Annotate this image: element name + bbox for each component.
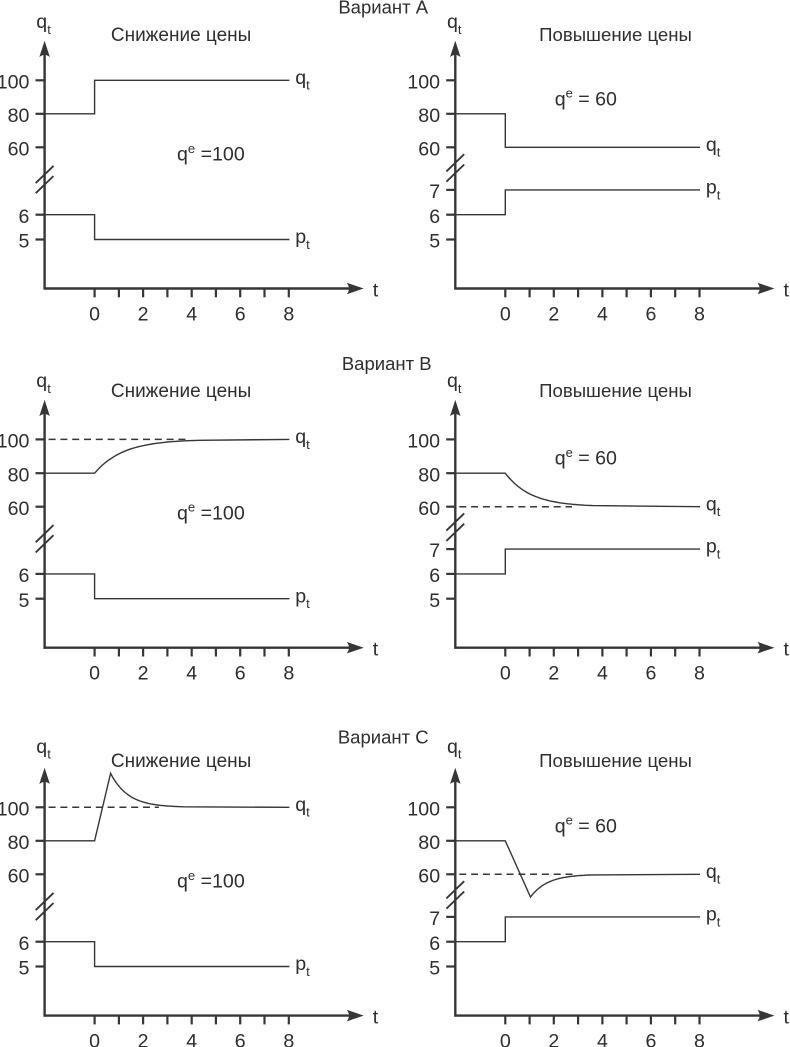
svg-text:80: 80 <box>8 464 30 486</box>
svg-text:60: 60 <box>418 138 440 160</box>
svg-text:100: 100 <box>407 431 440 453</box>
svg-text:0: 0 <box>89 1031 100 1047</box>
svg-text:t: t <box>373 639 379 661</box>
svg-text:6: 6 <box>18 565 29 587</box>
svg-text:4: 4 <box>597 663 608 685</box>
svg-text:0: 0 <box>89 304 100 326</box>
svg-text:8: 8 <box>283 1031 294 1047</box>
svg-text:t: t <box>784 1007 790 1029</box>
svg-text:Снижение цены: Снижение цены <box>111 25 251 46</box>
svg-text:100: 100 <box>0 431 29 453</box>
svg-text:6: 6 <box>645 304 656 326</box>
svg-text:2: 2 <box>548 304 559 326</box>
svg-text:Вариант А: Вариант А <box>338 0 428 17</box>
svg-text:5: 5 <box>429 231 440 253</box>
svg-text:4: 4 <box>597 304 608 326</box>
svg-text:8: 8 <box>283 663 294 685</box>
svg-text:4: 4 <box>186 663 197 685</box>
svg-text:100: 100 <box>0 798 29 820</box>
svg-text:60: 60 <box>8 865 30 887</box>
svg-text:80: 80 <box>418 464 440 486</box>
svg-text:qe =100: qe =100 <box>177 141 245 166</box>
svg-text:80: 80 <box>8 832 30 854</box>
svg-text:60: 60 <box>8 498 30 520</box>
svg-text:0: 0 <box>500 304 511 326</box>
svg-text:6: 6 <box>235 1031 246 1047</box>
svg-text:2: 2 <box>138 304 149 326</box>
svg-text:4: 4 <box>186 1031 197 1047</box>
svg-text:7: 7 <box>429 908 440 930</box>
svg-text:4: 4 <box>597 1031 608 1047</box>
svg-text:8: 8 <box>283 304 294 326</box>
svg-text:Снижение цены: Снижение цены <box>111 751 251 772</box>
svg-text:Снижение цены: Снижение цены <box>111 381 251 402</box>
svg-text:6: 6 <box>429 565 440 587</box>
svg-text:t: t <box>373 1007 379 1029</box>
svg-text:qe = 60: qe = 60 <box>555 445 617 470</box>
svg-text:4: 4 <box>186 304 197 326</box>
svg-text:5: 5 <box>18 231 29 253</box>
svg-text:6: 6 <box>235 663 246 685</box>
svg-text:8: 8 <box>694 663 705 685</box>
svg-text:Вариант С: Вариант С <box>338 726 429 747</box>
svg-text:Вариант В: Вариант В <box>342 353 432 374</box>
svg-text:2: 2 <box>548 1031 559 1047</box>
svg-text:7: 7 <box>429 540 440 562</box>
svg-text:t: t <box>784 279 790 301</box>
svg-text:80: 80 <box>418 105 440 127</box>
svg-text:5: 5 <box>429 590 440 612</box>
svg-text:Повышение цены: Повышение цены <box>539 750 692 771</box>
svg-text:qe =100: qe =100 <box>177 500 245 525</box>
svg-text:100: 100 <box>407 71 440 93</box>
svg-text:t: t <box>784 639 790 661</box>
svg-text:6: 6 <box>18 206 29 228</box>
svg-text:Повышение цены: Повышение цены <box>539 380 692 401</box>
svg-text:6: 6 <box>18 933 29 955</box>
svg-text:60: 60 <box>418 498 440 520</box>
svg-text:0: 0 <box>500 663 511 685</box>
svg-text:6: 6 <box>429 206 440 228</box>
svg-text:5: 5 <box>18 958 29 980</box>
svg-text:2: 2 <box>138 663 149 685</box>
svg-text:0: 0 <box>89 663 100 685</box>
svg-text:100: 100 <box>407 798 440 820</box>
svg-text:5: 5 <box>18 590 29 612</box>
svg-text:60: 60 <box>8 138 30 160</box>
svg-text:80: 80 <box>418 832 440 854</box>
svg-text:6: 6 <box>429 933 440 955</box>
svg-text:2: 2 <box>138 1031 149 1047</box>
svg-text:6: 6 <box>235 304 246 326</box>
svg-text:8: 8 <box>694 304 705 326</box>
svg-text:t: t <box>373 279 379 301</box>
svg-text:Повышение цены: Повышение цены <box>539 24 692 45</box>
svg-text:60: 60 <box>418 865 440 887</box>
svg-text:6: 6 <box>645 1031 656 1047</box>
svg-text:qe = 60: qe = 60 <box>555 86 617 111</box>
svg-text:2: 2 <box>548 663 559 685</box>
svg-text:0: 0 <box>500 1031 511 1047</box>
svg-text:5: 5 <box>429 958 440 980</box>
svg-text:100: 100 <box>0 71 29 93</box>
svg-text:80: 80 <box>8 105 30 127</box>
svg-text:7: 7 <box>429 181 440 203</box>
svg-text:6: 6 <box>645 663 656 685</box>
svg-text:qe =100: qe =100 <box>177 868 245 893</box>
svg-text:qe = 60: qe = 60 <box>555 813 617 838</box>
svg-text:8: 8 <box>694 1031 705 1047</box>
